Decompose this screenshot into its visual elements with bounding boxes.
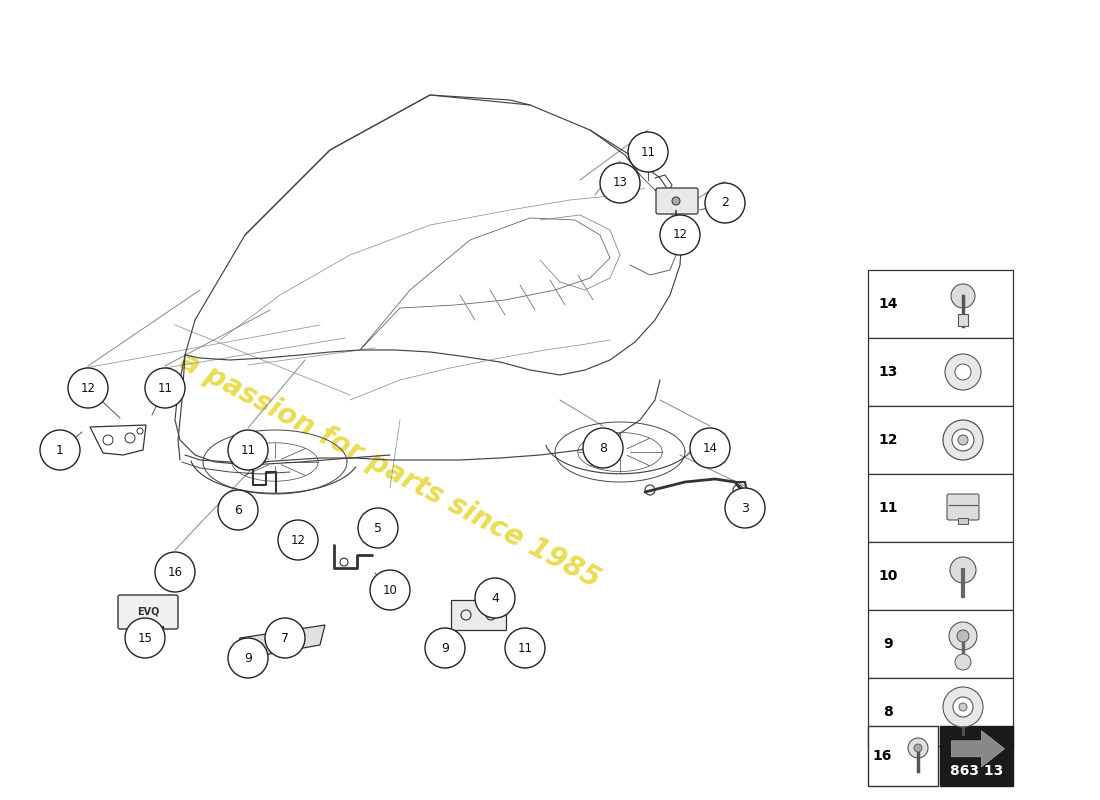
Bar bbox=[940, 726, 1013, 786]
Text: 16: 16 bbox=[872, 749, 892, 763]
Text: 11: 11 bbox=[640, 146, 656, 158]
Text: 12: 12 bbox=[290, 534, 306, 546]
Circle shape bbox=[908, 738, 928, 758]
Bar bbox=[868, 726, 938, 786]
Circle shape bbox=[145, 368, 185, 408]
Circle shape bbox=[68, 368, 108, 408]
Text: 3: 3 bbox=[741, 502, 749, 514]
Bar bbox=[868, 406, 1013, 474]
FancyBboxPatch shape bbox=[656, 188, 699, 214]
Text: 12: 12 bbox=[80, 382, 96, 394]
Bar bbox=[451, 600, 506, 630]
Text: a passion for parts since 1985: a passion for parts since 1985 bbox=[175, 347, 605, 593]
Circle shape bbox=[628, 132, 668, 172]
Circle shape bbox=[955, 654, 971, 670]
Circle shape bbox=[660, 215, 700, 255]
Circle shape bbox=[690, 428, 730, 468]
Circle shape bbox=[505, 628, 544, 668]
Circle shape bbox=[705, 183, 745, 223]
Bar bbox=[868, 542, 1013, 610]
Text: 863 13: 863 13 bbox=[950, 764, 1003, 778]
Circle shape bbox=[953, 697, 974, 717]
Text: 16: 16 bbox=[167, 566, 183, 578]
Circle shape bbox=[40, 430, 80, 470]
Circle shape bbox=[943, 687, 983, 727]
Text: 11: 11 bbox=[241, 443, 255, 457]
Text: 13: 13 bbox=[613, 177, 627, 190]
Text: 5: 5 bbox=[374, 522, 382, 534]
Circle shape bbox=[228, 638, 268, 678]
Bar bbox=[868, 474, 1013, 542]
Text: 6: 6 bbox=[234, 503, 242, 517]
Circle shape bbox=[952, 284, 975, 308]
Text: 8: 8 bbox=[883, 705, 893, 719]
Bar bbox=[958, 518, 968, 524]
FancyBboxPatch shape bbox=[947, 494, 979, 520]
Text: 12: 12 bbox=[878, 433, 898, 447]
Text: 1: 1 bbox=[56, 443, 64, 457]
Circle shape bbox=[425, 628, 465, 668]
Text: 14: 14 bbox=[703, 442, 717, 454]
Circle shape bbox=[358, 508, 398, 548]
Text: 7: 7 bbox=[280, 631, 289, 645]
Circle shape bbox=[949, 622, 977, 650]
Circle shape bbox=[583, 428, 623, 468]
Text: 9: 9 bbox=[883, 637, 893, 651]
Text: 13: 13 bbox=[878, 365, 898, 379]
Circle shape bbox=[228, 430, 268, 470]
FancyBboxPatch shape bbox=[118, 595, 178, 629]
Circle shape bbox=[914, 744, 922, 752]
Circle shape bbox=[725, 488, 764, 528]
Text: 11: 11 bbox=[157, 382, 173, 394]
Polygon shape bbox=[952, 731, 1004, 766]
Circle shape bbox=[278, 520, 318, 560]
Circle shape bbox=[125, 618, 165, 658]
Circle shape bbox=[957, 630, 969, 642]
Text: 2: 2 bbox=[722, 197, 729, 210]
Circle shape bbox=[672, 197, 680, 205]
Circle shape bbox=[945, 354, 981, 390]
Circle shape bbox=[950, 557, 976, 583]
Circle shape bbox=[955, 364, 971, 380]
Text: 12: 12 bbox=[672, 229, 688, 242]
Bar bbox=[868, 270, 1013, 338]
Circle shape bbox=[475, 578, 515, 618]
Circle shape bbox=[370, 570, 410, 610]
Text: 11: 11 bbox=[517, 642, 532, 654]
Text: 15: 15 bbox=[138, 631, 153, 645]
Circle shape bbox=[600, 163, 640, 203]
Circle shape bbox=[959, 703, 967, 711]
Text: 8: 8 bbox=[600, 442, 607, 454]
Bar bbox=[868, 678, 1013, 746]
Text: 10: 10 bbox=[878, 569, 898, 583]
Circle shape bbox=[265, 618, 305, 658]
Text: 11: 11 bbox=[878, 501, 898, 515]
Circle shape bbox=[958, 435, 968, 445]
Text: 4: 4 bbox=[491, 591, 499, 605]
Circle shape bbox=[218, 490, 258, 530]
Bar bbox=[868, 610, 1013, 678]
Text: 9: 9 bbox=[441, 642, 449, 654]
Text: EVQ: EVQ bbox=[136, 607, 160, 617]
Polygon shape bbox=[235, 625, 324, 660]
Circle shape bbox=[952, 429, 974, 451]
Text: 9: 9 bbox=[244, 651, 252, 665]
Bar bbox=[958, 314, 968, 326]
Bar bbox=[868, 338, 1013, 406]
Text: 14: 14 bbox=[878, 297, 898, 311]
Circle shape bbox=[943, 420, 983, 460]
Text: 10: 10 bbox=[383, 583, 397, 597]
Circle shape bbox=[155, 552, 195, 592]
